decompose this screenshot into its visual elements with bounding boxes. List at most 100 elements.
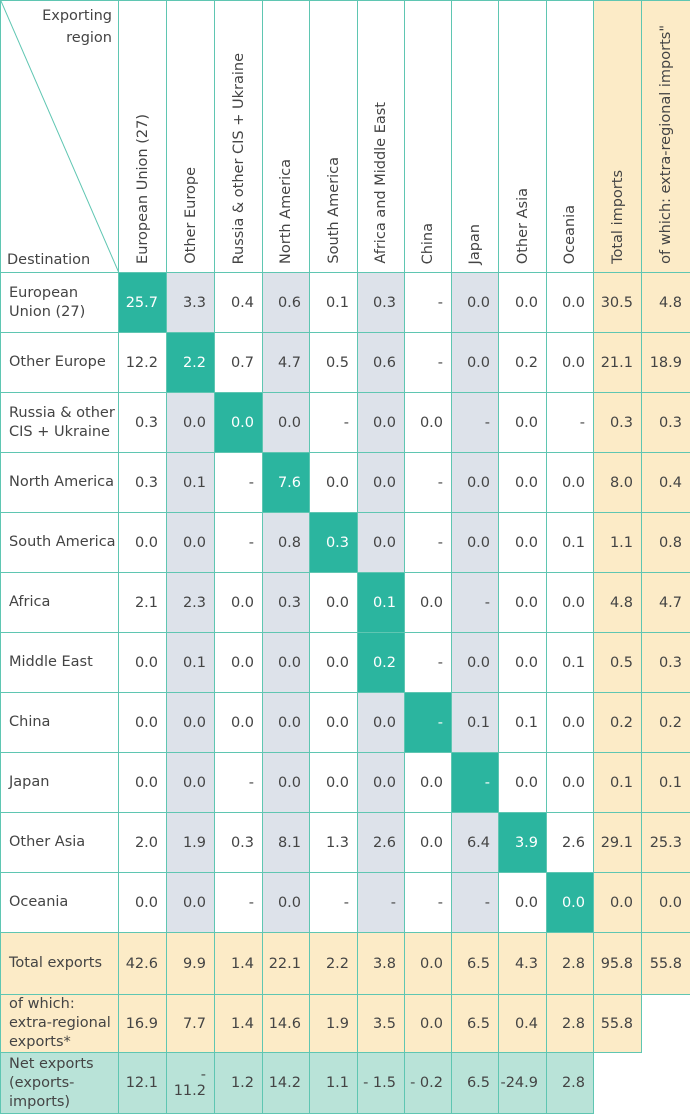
value-cell: 0.1 [358,573,405,633]
value-cell: 21.1 [594,333,642,393]
value-cell: 0.8 [642,513,690,573]
value-cell: 9.9 [167,933,215,995]
value-cell: 0.0 [405,753,452,813]
value-cell: - [405,333,452,393]
value-cell: 29.1 [594,813,642,873]
column-header-text: European Union (27) [134,114,152,264]
value-cell: - [405,453,452,513]
column-header-text: South America [325,157,343,264]
value-cell: - [215,453,263,513]
value-cell: 1.4 [215,933,263,995]
value-cell: 0.3 [119,393,167,453]
value-cell: 14.2 [263,1053,310,1114]
value-cell: 0.0 [167,393,215,453]
value-cell: 25.7 [119,273,167,333]
value-cell: - [215,753,263,813]
value-cell: 1.1 [310,1053,358,1114]
row-label: Africa [1,573,119,633]
value-cell: 0.0 [358,753,405,813]
value-cell: 0.2 [499,333,547,393]
value-cell: 4.7 [263,333,310,393]
value-cell: 0.5 [310,333,358,393]
value-cell: 2.0 [119,813,167,873]
value-cell: 0.0 [499,393,547,453]
value-cell: 0.0 [215,693,263,753]
value-cell: 2.2 [167,333,215,393]
value-cell: 0.0 [167,873,215,933]
value-cell: 2.8 [547,933,594,995]
value-cell: 0.0 [310,753,358,813]
value-cell: 0.0 [499,753,547,813]
value-cell: 6.4 [452,813,499,873]
row-label: of which: extra-regional exports* [1,995,119,1053]
column-header-text: China [419,223,437,264]
value-cell: 0.0 [119,513,167,573]
value-cell: 0.1 [167,633,215,693]
value-cell: 2.8 [547,995,594,1053]
value-cell: - [452,393,499,453]
value-cell: 0.1 [547,633,594,693]
value-cell: 0.0 [119,873,167,933]
value-cell: 0.0 [547,693,594,753]
value-cell: - [215,513,263,573]
value-cell: 0.0 [263,753,310,813]
column-header: European Union (27) [119,1,167,273]
value-cell: 55.8 [594,995,642,1053]
value-cell: - [405,873,452,933]
value-cell: 16.9 [119,995,167,1053]
column-header: Other Europe [167,1,215,273]
value-cell: - [310,393,358,453]
value-cell: 4.8 [594,573,642,633]
value-cell: 7.7 [167,995,215,1053]
value-cell: 2.2 [310,933,358,995]
value-cell: 0.3 [310,513,358,573]
value-cell: 0.0 [499,273,547,333]
value-cell: 0.0 [547,273,594,333]
column-header: Africa and Middle East [358,1,405,273]
value-cell: 3.9 [499,813,547,873]
value-cell: 0.0 [499,513,547,573]
value-cell: 0.0 [405,933,452,995]
value-cell: 0.0 [119,633,167,693]
value-cell: 0.6 [358,333,405,393]
column-header: Oceania [547,1,594,273]
value-cell: 8.1 [263,813,310,873]
value-cell: - [547,393,594,453]
value-cell: 6.5 [452,995,499,1053]
value-cell: 14.6 [263,995,310,1053]
column-header-text: Japan [466,224,484,264]
column-header: Russia & other CIS + Ukraine [215,1,263,273]
value-cell: 0.0 [358,693,405,753]
row-label: North America [1,453,119,513]
value-cell: 8.0 [594,453,642,513]
value-cell: 2.1 [119,573,167,633]
value-cell: 4.7 [642,573,690,633]
value-cell: 1.4 [215,995,263,1053]
value-cell: 22.1 [263,933,310,995]
value-cell: - [215,873,263,933]
value-cell: - [452,573,499,633]
value-cell: 0.0 [405,573,452,633]
value-cell: 0.0 [452,453,499,513]
value-cell: - 1.5 [358,1053,405,1114]
value-cell: - [405,273,452,333]
value-cell: 0.0 [358,453,405,513]
value-cell: 12.1 [119,1053,167,1114]
value-cell: 2.6 [358,813,405,873]
value-cell: - [358,873,405,933]
value-cell: 0.4 [215,273,263,333]
value-cell: - [405,513,452,573]
value-cell: 25.3 [642,813,690,873]
value-cell: 0.0 [358,513,405,573]
value-cell: 0.0 [547,873,594,933]
value-cell: 30.5 [594,273,642,333]
value-cell: 0.6 [263,273,310,333]
